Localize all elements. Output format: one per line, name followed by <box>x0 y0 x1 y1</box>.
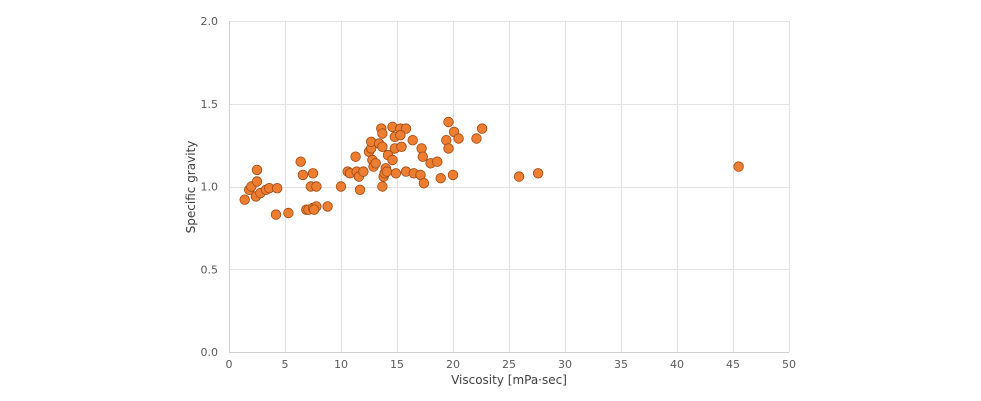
data-point <box>476 123 488 134</box>
data-point <box>733 161 744 172</box>
data-point <box>396 141 407 153</box>
data-point <box>270 209 282 220</box>
data-point <box>377 128 388 139</box>
data-point <box>407 134 418 146</box>
data-point <box>358 166 369 177</box>
data-point <box>417 151 429 162</box>
x-axis-title: Viscosity [mPa·sec] <box>451 373 567 387</box>
data-point <box>400 123 412 134</box>
x-tick-label: 0 <box>226 358 233 371</box>
x-tick-label: 10 <box>334 358 348 371</box>
data-point <box>387 154 398 166</box>
data-point <box>251 176 263 187</box>
data-point <box>443 116 454 128</box>
data-point <box>418 177 430 189</box>
data-point <box>308 204 320 215</box>
data-point <box>390 168 402 179</box>
x-tick-label: 20 <box>446 358 460 371</box>
data-point <box>370 158 381 169</box>
data-point <box>377 181 388 192</box>
data-point <box>239 194 250 205</box>
y-axis-title: Specific gravity <box>184 141 198 234</box>
data-point <box>453 133 464 144</box>
x-tick-label: 15 <box>390 358 404 371</box>
x-tick-label: 5 <box>282 358 289 371</box>
data-point <box>350 151 361 162</box>
y-tick-label: 1.5 <box>201 98 219 111</box>
data-point <box>307 168 319 179</box>
x-tick-label: 50 <box>782 358 796 371</box>
y-tick-label: 0.5 <box>201 263 219 276</box>
data-point <box>322 201 333 212</box>
data-point <box>395 129 406 141</box>
data-point <box>295 156 306 167</box>
data-point <box>377 141 388 153</box>
data-point <box>297 169 309 181</box>
data-points <box>239 116 744 220</box>
data-point <box>432 156 443 167</box>
data-point <box>471 133 482 144</box>
y-tick-label: 1.0 <box>201 181 219 194</box>
x-tick-label: 40 <box>670 358 684 371</box>
data-point <box>283 207 294 219</box>
y-tick-label: 0.0 <box>201 346 219 359</box>
gridlines <box>229 21 790 352</box>
data-point <box>381 166 393 177</box>
data-point <box>447 169 459 181</box>
x-tick-label: 45 <box>726 358 740 371</box>
data-point <box>311 181 322 192</box>
y-tick-label: 2.0 <box>201 15 219 28</box>
data-point <box>335 181 347 192</box>
data-point <box>354 184 366 196</box>
data-point <box>251 164 263 176</box>
x-tick-label: 35 <box>614 358 628 371</box>
data-point <box>272 182 283 194</box>
data-point <box>435 172 446 184</box>
x-axis-tick-labels: 0 5 10 15 20 25 30 35 40 45 50 <box>226 358 797 371</box>
y-axis-tick-labels: 0.0 0.5 1.0 1.5 2.0 <box>201 15 219 359</box>
data-point <box>532 168 544 179</box>
x-tick-label: 25 <box>502 358 516 371</box>
x-tick-label: 30 <box>558 358 572 371</box>
data-point <box>443 143 454 154</box>
axes <box>229 21 789 353</box>
data-point <box>513 171 525 182</box>
